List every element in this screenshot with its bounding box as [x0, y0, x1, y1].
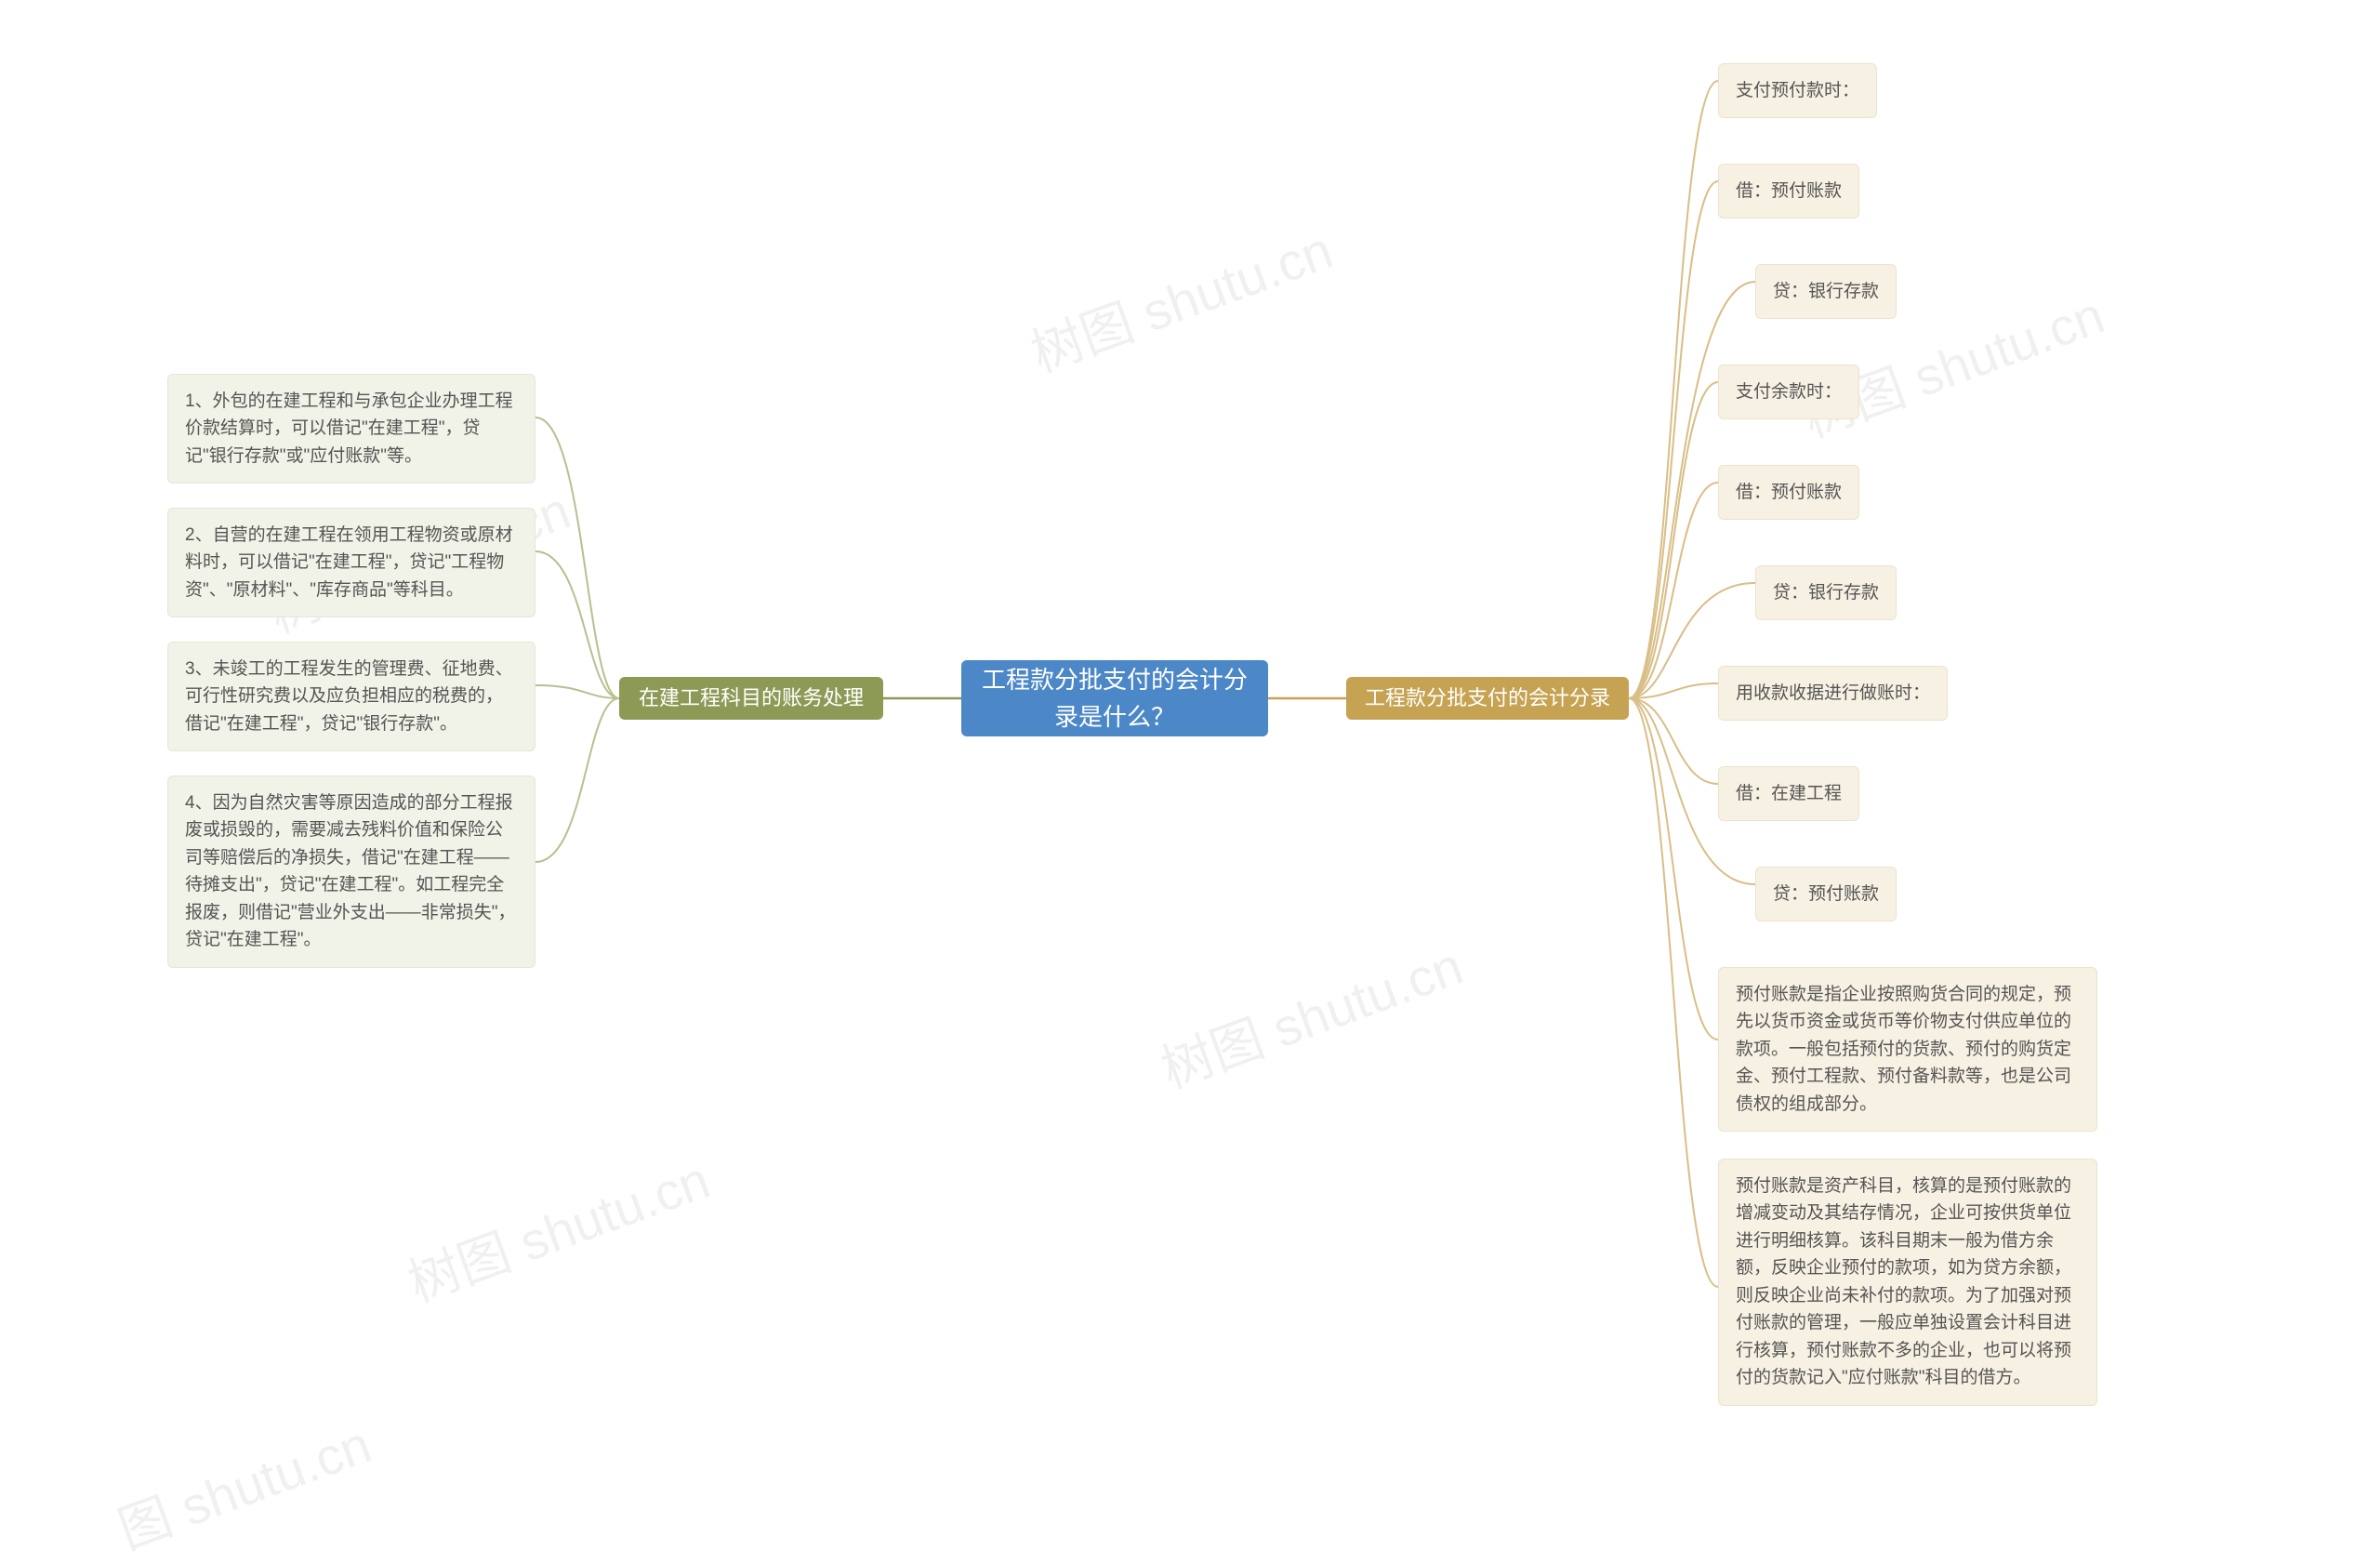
right-leaf: 贷：银行存款 [1755, 565, 1897, 620]
left-leaf: 3、未竣工的工程发生的管理费、征地费、可行性研究费以及应负担相应的税费的，借记"… [167, 642, 536, 751]
right-leaf: 预付账款是指企业按照购货合同的规定，预先以货币资金或货币等价物支付供应单位的款项… [1718, 967, 2097, 1132]
left-leaf: 1、外包的在建工程和与承包企业办理工程价款结算时，可以借记"在建工程"，贷记"银… [167, 374, 536, 484]
left-branch: 在建工程科目的账务处理 [619, 677, 883, 720]
right-leaf: 贷：预付账款 [1755, 867, 1897, 921]
right-branch: 工程款分批支付的会计分录 [1346, 677, 1629, 720]
right-leaf: 支付余款时： [1718, 364, 1859, 419]
watermark: 树图 shutu.cn [396, 1138, 719, 1317]
watermark: 树图 shutu.cn [1019, 208, 1342, 387]
watermark: 图 shutu.cn [107, 1403, 380, 1564]
left-leaf: 2、自营的在建工程在领用工程物资或原材料时，可以借记"在建工程"，贷记"工程物资… [167, 508, 536, 617]
watermark: 树图 shutu.cn [1149, 924, 1472, 1103]
right-leaf: 预付账款是资产科目，核算的是预付账款的增减变动及其结存情况，企业可按供货单位进行… [1718, 1159, 2097, 1406]
right-leaf: 借：预付账款 [1718, 164, 1859, 219]
mindmap-canvas: 树图 shutu.cn 树图 shutu.cn 树图 shutu.cn 树图 s… [0, 0, 2380, 1475]
center-node: 工程款分批支付的会计分录是什么？ [961, 660, 1268, 736]
right-leaf: 用收款收据进行做账时： [1718, 666, 1948, 721]
left-leaf: 4、因为自然灾害等原因造成的部分工程报废或损毁的，需要减去残料价值和保险公司等赔… [167, 775, 536, 968]
right-leaf: 贷：银行存款 [1755, 264, 1897, 319]
right-leaf: 借：在建工程 [1718, 766, 1859, 821]
right-leaf: 借：预付账款 [1718, 465, 1859, 520]
right-leaf: 支付预付款时： [1718, 63, 1877, 118]
